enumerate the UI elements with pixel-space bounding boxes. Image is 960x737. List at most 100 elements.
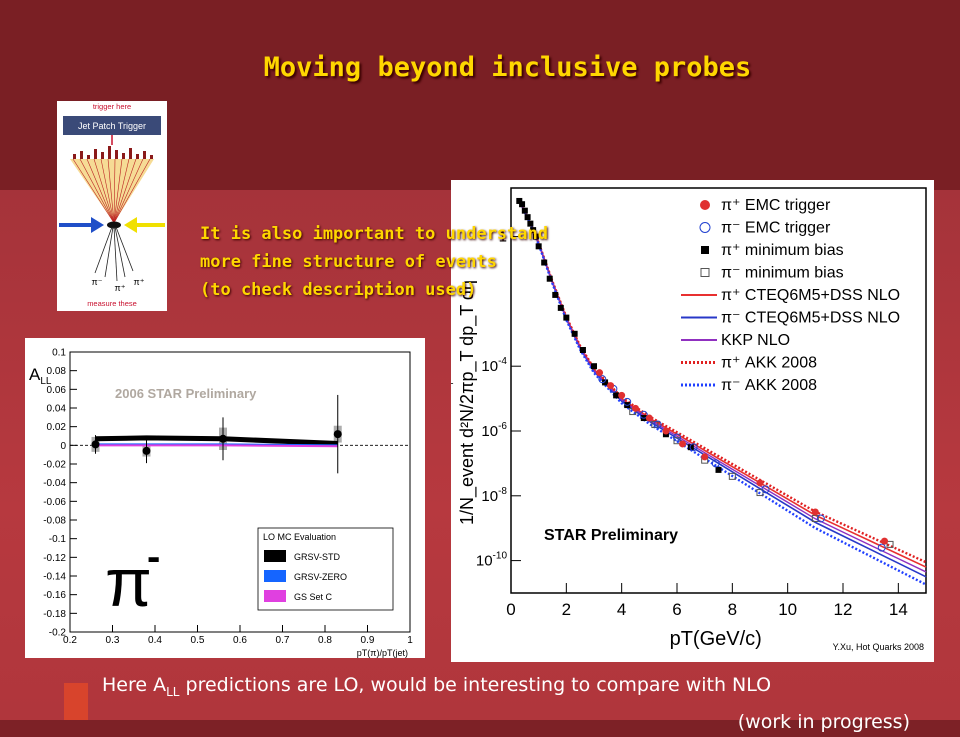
trigger-bottom-label: measure these	[87, 299, 137, 308]
energy-bar	[129, 148, 132, 159]
spec-mb-plus-point	[591, 363, 597, 370]
note-line-3: (to check description used)	[200, 280, 477, 300]
asym-ytick-label: -0.02	[43, 460, 66, 471]
spec-emc-minus-point	[598, 375, 607, 384]
asym-model-curve	[95, 435, 338, 446]
spec-mb-plus-point	[557, 304, 564, 311]
energy-bar	[101, 152, 104, 159]
asym-ytick-label: 0.04	[47, 404, 67, 415]
cone-track	[107, 158, 115, 224]
asym-xtick-label: 0.4	[148, 635, 162, 646]
spec-mb-plus-point	[546, 275, 553, 282]
asym-ytick-label: 0.08	[47, 366, 67, 377]
cone-track	[93, 158, 115, 224]
asym-xtick-label: 0.6	[233, 635, 247, 646]
asym-legend-label: GRSV-STD	[294, 552, 341, 562]
asym-xtick-label: 0.5	[191, 635, 205, 646]
spec-mb-plus-point	[530, 227, 537, 234]
asym-data-point	[91, 440, 100, 449]
spec-legend-label: π⁻ CTEQ6M5+DSS NLO	[721, 310, 900, 327]
spec-emc-plus-point	[632, 404, 639, 412]
spec-mb-plus-point	[563, 314, 570, 321]
spectrum-chart: 0 2 4 6 8 10 12 14 10-10 10-8 10-6 10-4 1 1/N_event d…	[431, 180, 934, 662]
spec-xtick-label: 0	[506, 600, 515, 619]
asym-ylabel-sub: LL	[40, 376, 52, 387]
spec-emc-plus-point	[701, 453, 709, 461]
spec-legend-marker	[699, 222, 711, 233]
asym-legend-title: LO MC Evaluation	[263, 532, 336, 542]
spec-xtick-label: 12	[834, 600, 853, 619]
spec-legend-label: π⁺ CTEQ6M5+DSS NLO	[721, 287, 900, 304]
asym-ytick-label: 0.1	[52, 348, 66, 359]
spec-mb-plus-point	[715, 466, 722, 473]
spec-emc-minus-point	[653, 420, 662, 429]
cone-track	[113, 158, 116, 224]
asym-legend-swatch	[264, 570, 286, 582]
spec-mb-minus-point	[673, 437, 681, 445]
spec-ytick-exp: -6	[498, 421, 507, 432]
energy-bar	[150, 155, 153, 159]
spec-emc-minus-point	[639, 410, 648, 419]
asym-data-point	[219, 434, 227, 443]
spec-emc-minus-point	[623, 397, 632, 406]
energy-bar	[122, 153, 125, 159]
asym-legend-label: GS Set C	[294, 592, 333, 602]
spec-ytick-label: 10-6	[481, 421, 507, 440]
asym-ytick-label: -0.2	[49, 628, 67, 639]
footer-line-1: Here ALL predictions are LO, would be in…	[102, 674, 772, 699]
pion-label-1: π⁻	[92, 277, 103, 287]
spec-emc-plus-point	[679, 440, 687, 448]
asymmetry-chart: -0.2 -0.18 -0.16 -0.14 -0.12 -0.1 -0.08 -0.06 -0…	[25, 338, 425, 658]
note-line-2: more fine structure of events	[200, 252, 497, 272]
energy-bar	[136, 154, 139, 159]
asym-xtick-label: 0.8	[318, 635, 332, 646]
spec-mb-plus-point	[521, 207, 528, 214]
spec-mb-plus-point	[687, 444, 694, 451]
cone-track	[113, 158, 137, 224]
spec-emc-plus-point	[645, 414, 653, 422]
spec-theory-curve	[518, 200, 927, 586]
spec-legend-label: π⁻ EMC trigger	[721, 220, 831, 237]
spec-emc-minus-point	[711, 459, 720, 468]
spec-ylabel: 1/N_event d²N/2πp_T dp_T dη	[457, 280, 478, 525]
big-pi-label: π	[105, 545, 152, 621]
spec-emc-plus-point	[662, 427, 670, 435]
spec-mb-minus-point	[756, 489, 764, 497]
asym-ytick-label: -0.16	[43, 590, 66, 601]
spec-emc-plus-point	[618, 391, 626, 399]
spec-emc-plus-point	[596, 369, 604, 377]
footer-line-2: (work in progress)	[737, 710, 910, 733]
pion-label-3: π⁺	[134, 277, 145, 287]
asym-ytick-label: -0.18	[43, 609, 66, 620]
spec-mb-plus-point	[579, 347, 586, 353]
spec-mb-plus-point	[535, 243, 542, 250]
energy-bar	[87, 155, 90, 159]
cone-track	[100, 158, 115, 224]
spec-xtick-label: 6	[672, 600, 681, 619]
spec-legend-label: π⁺ minimum bias	[721, 242, 844, 259]
spec-credit: Y.Xu, Hot Quarks 2008	[833, 642, 924, 652]
jet-cone	[70, 159, 154, 223]
spec-mb-minus-point	[728, 472, 736, 480]
energy-bar	[108, 146, 111, 159]
spec-emc-plus-point	[756, 479, 764, 487]
asym-xtick-label: 0.3	[106, 635, 120, 646]
spec-mb-plus-point	[527, 220, 534, 227]
cone-track	[86, 158, 115, 224]
spec-mb-plus-point	[532, 233, 539, 240]
spec-overlay-label: ALL	[451, 365, 454, 387]
spec-emc-minus-point	[673, 433, 681, 442]
spec-overlay-sub: LL	[451, 376, 454, 387]
spec-xtick-label: 2	[562, 600, 571, 619]
spec-mb-plus-point	[519, 201, 526, 208]
pion-label-2: π⁺	[115, 283, 126, 293]
spec-emc-plus-point	[881, 537, 888, 545]
asym-model-curve	[95, 444, 338, 448]
spec-legend-marker	[701, 246, 709, 254]
asym-legend-label: GRSV-ZERO	[294, 572, 347, 582]
spec-title: STAR Preliminary	[544, 527, 678, 544]
spec-mb-minus-point	[651, 421, 659, 429]
accent-block	[64, 683, 88, 720]
asym-ytick-label: -0.14	[43, 572, 66, 583]
trigger-box-label: Jet Patch Trigger	[78, 121, 146, 131]
